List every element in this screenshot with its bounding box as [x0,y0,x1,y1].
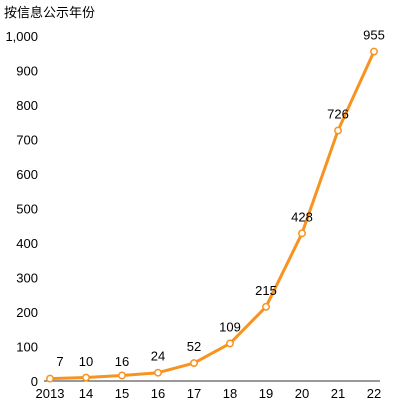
data-point [190,359,198,368]
series-line [46,47,378,383]
data-point [262,302,270,311]
data-point [226,339,234,348]
y-tick-label: 400 [16,236,38,251]
x-tick-label: 17 [187,386,201,400]
chart-subtitle: 按信息公示年份 [4,6,96,21]
x-tick-label: 16 [151,386,165,400]
data-label: 24 [151,349,165,364]
x-tick-label: 21 [331,386,345,400]
x-tick-label: 19 [259,386,273,400]
data-point [334,126,342,135]
data-label: 16 [115,354,129,369]
series-polyline [48,50,376,381]
data-label: 109 [219,319,241,334]
data-point [154,368,162,377]
y-tick-label: 600 [16,167,38,182]
y-tick-label: 1,000 [5,29,38,44]
x-tick-label: 15 [115,386,129,400]
data-point [46,374,54,383]
y-tick-label: 0 [31,374,38,389]
data-labels: 7 10 16 24 52 109 215 428 726 955 [56,28,384,369]
y-tick-label: 500 [16,202,38,217]
y-tick-label: 300 [16,271,38,286]
y-tick-label: 900 [16,64,38,79]
x-tick-label: 18 [223,386,237,400]
y-tick-label: 800 [16,98,38,113]
x-tick-label: 2013 [36,386,65,400]
data-label: 52 [187,339,201,354]
x-axis: 2013 14 15 16 17 18 19 20 21 22 [36,380,381,400]
y-tick-label: 700 [16,133,38,148]
data-label: 10 [79,354,93,369]
data-point [82,373,90,382]
data-label: 7 [56,354,63,369]
data-label: 726 [327,107,349,122]
data-point [370,47,378,56]
y-axis: 0 100 200 300 400 500 600 700 800 900 1,000 [5,29,38,389]
data-label: 215 [255,283,277,298]
data-point [298,229,306,238]
x-tick-label: 22 [367,386,381,400]
data-point [118,371,126,380]
y-tick-label: 100 [16,340,38,355]
x-tick-label: 20 [295,386,309,400]
data-label: 955 [363,28,385,43]
data-label: 428 [291,209,313,224]
x-tick-label: 14 [79,386,93,400]
y-tick-label: 200 [16,305,38,320]
